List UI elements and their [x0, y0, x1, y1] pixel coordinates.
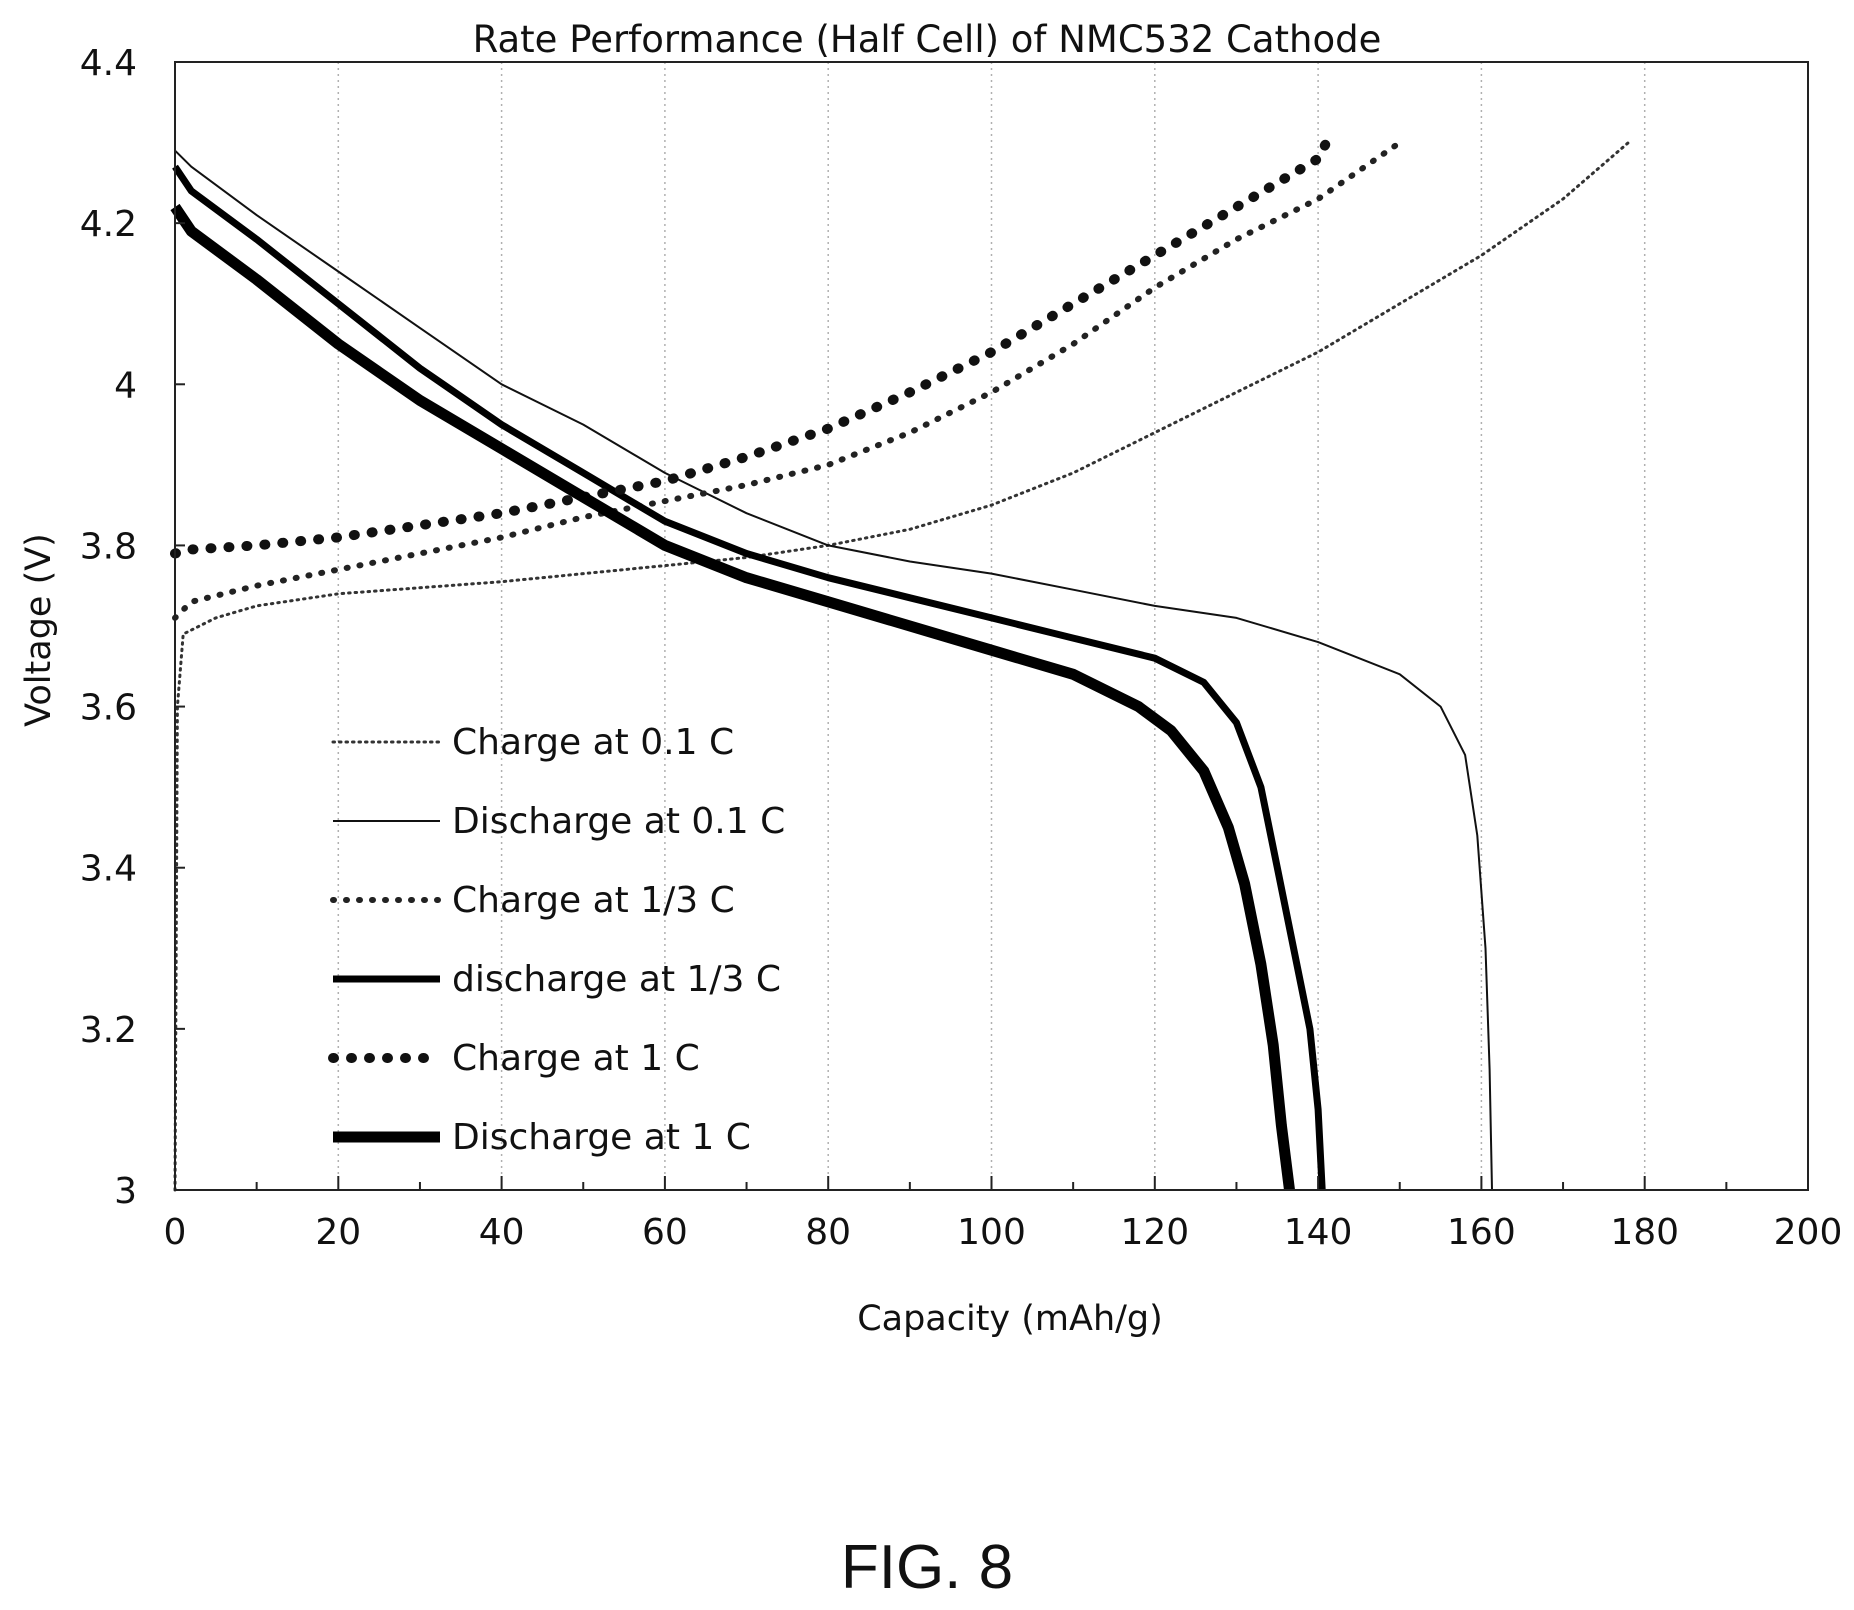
legend: Charge at 0.1 C Discharge at 0.1 C Charge … [328, 722, 785, 1158]
series-line-2 [174, 149, 1493, 1191]
chart-title: Rate Performance (Half Cell) of NMC532 C… [473, 18, 1382, 61]
x-tick-label: 100 [957, 1212, 1026, 1253]
ticks [174, 61, 1809, 1191]
y-tick-label: 4.4 [80, 43, 137, 84]
series-line-4 [172, 164, 1326, 1191]
x-tick-label: 200 [1774, 1212, 1843, 1253]
y-tick-label: 3.2 [80, 1010, 137, 1051]
x-tick-label: 0 [164, 1212, 187, 1253]
legend-label-2: Discharge at 0.1 C [452, 801, 785, 842]
x-tick-label: 160 [1447, 1212, 1516, 1253]
legend-label-4: discharge at 1/3 C [452, 959, 781, 1000]
series-line-3 [172, 139, 1403, 621]
legend-label-3: Charge at 1/3 C [452, 880, 735, 921]
legend-label-5: Charge at 1 C [452, 1038, 700, 1079]
legend-label-1: Charge at 0.1 C [452, 722, 734, 763]
y-tick-label: 4 [114, 365, 137, 406]
x-tick-label: 140 [1284, 1212, 1353, 1253]
x-tick-label: 60 [642, 1212, 688, 1253]
series-layer [170, 137, 1630, 1192]
legend-label-6: Discharge at 1 C [452, 1117, 751, 1158]
series-line-6 [170, 203, 1295, 1191]
series-line-1 [173, 141, 1630, 1192]
tick-labels: 0 20 40 60 80 100 120 140 160 180 200 3 3.2 3.4 3.6 3.8… [80, 43, 1843, 1253]
grid [337, 62, 1646, 1190]
x-tick-label: 120 [1120, 1212, 1189, 1253]
y-tick-label: 4.2 [80, 204, 137, 245]
y-axis-label: Voltage (V) [19, 533, 59, 727]
figure-label: FIG. 8 [840, 1533, 1014, 1602]
series-line-5 [170, 137, 1332, 559]
x-tick-label: 180 [1610, 1212, 1679, 1253]
x-tick-label: 80 [805, 1212, 851, 1253]
y-tick-label: 3.4 [80, 849, 137, 890]
y-tick-label: 3.6 [80, 688, 137, 729]
x-tick-label: 40 [479, 1212, 525, 1253]
y-tick-label: 3 [114, 1171, 137, 1212]
x-axis-label: Capacity (mAh/g) [857, 1299, 1163, 1339]
x-tick-label: 20 [315, 1212, 361, 1253]
y-tick-label: 3.8 [80, 526, 137, 567]
